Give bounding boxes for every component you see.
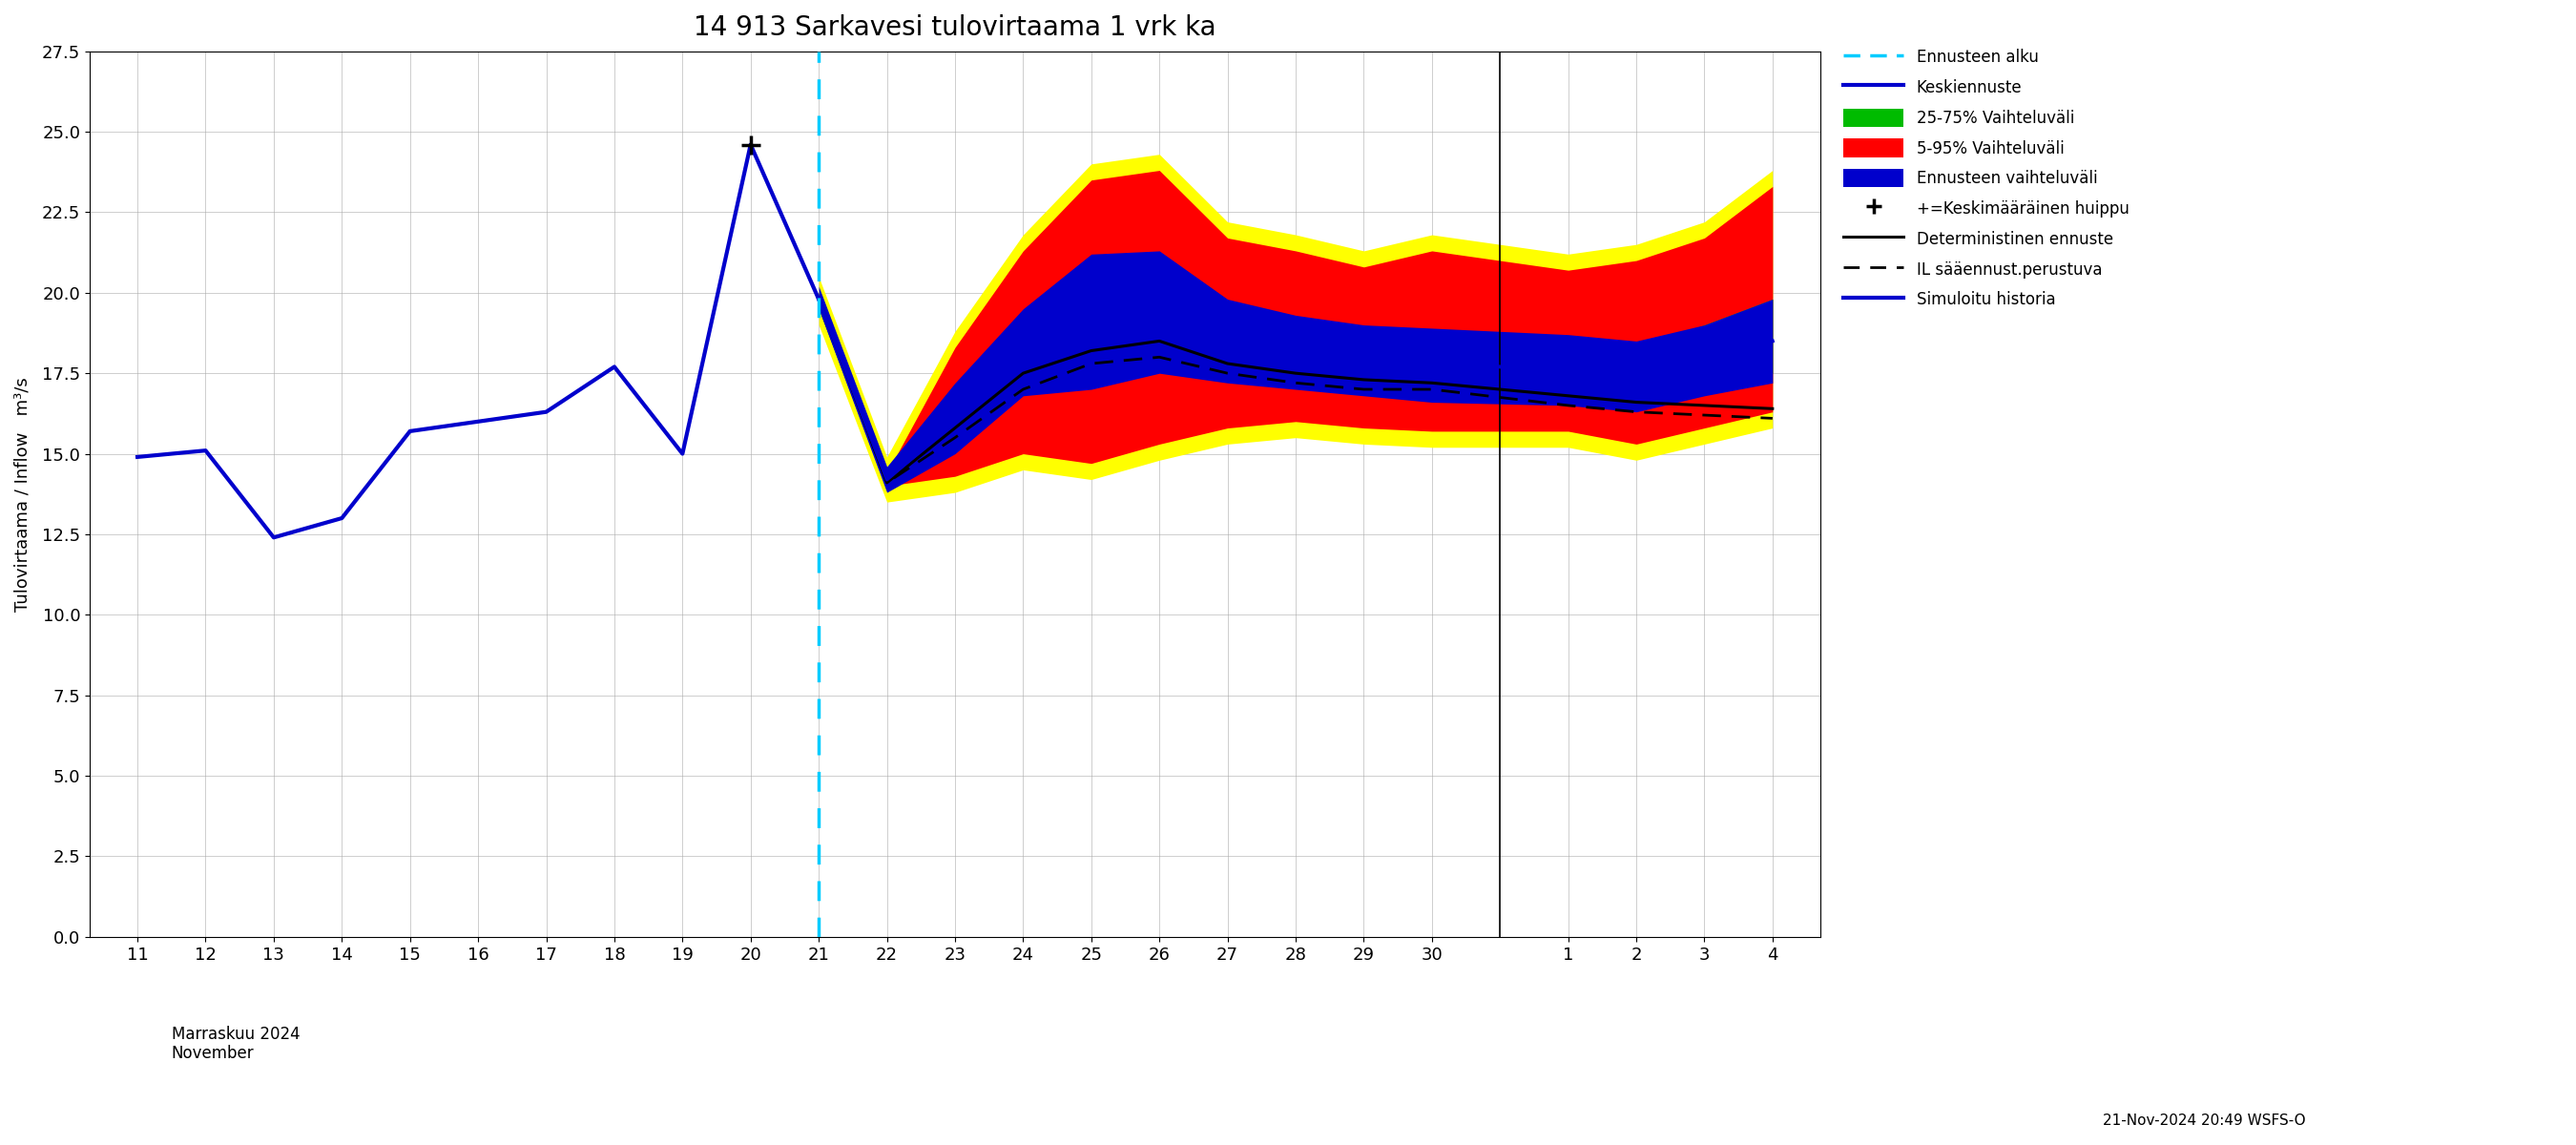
Text: Marraskuu 2024
November: Marraskuu 2024 November [173, 1026, 299, 1063]
Legend: Ennusteen alku, Keskiennuste, 25-75% Vaihteluväli, 5-95% Vaihteluväli, Ennusteen: Ennusteen alku, Keskiennuste, 25-75% Vai… [1837, 41, 2136, 315]
Text: 21-Nov-2024 20:49 WSFS-O: 21-Nov-2024 20:49 WSFS-O [2102, 1113, 2306, 1128]
Title: 14 913 Sarkavesi tulovirtaama 1 vrk ka: 14 913 Sarkavesi tulovirtaama 1 vrk ka [693, 14, 1216, 41]
Y-axis label: Tulovirtaama / Inflow   m³/s: Tulovirtaama / Inflow m³/s [15, 377, 31, 611]
